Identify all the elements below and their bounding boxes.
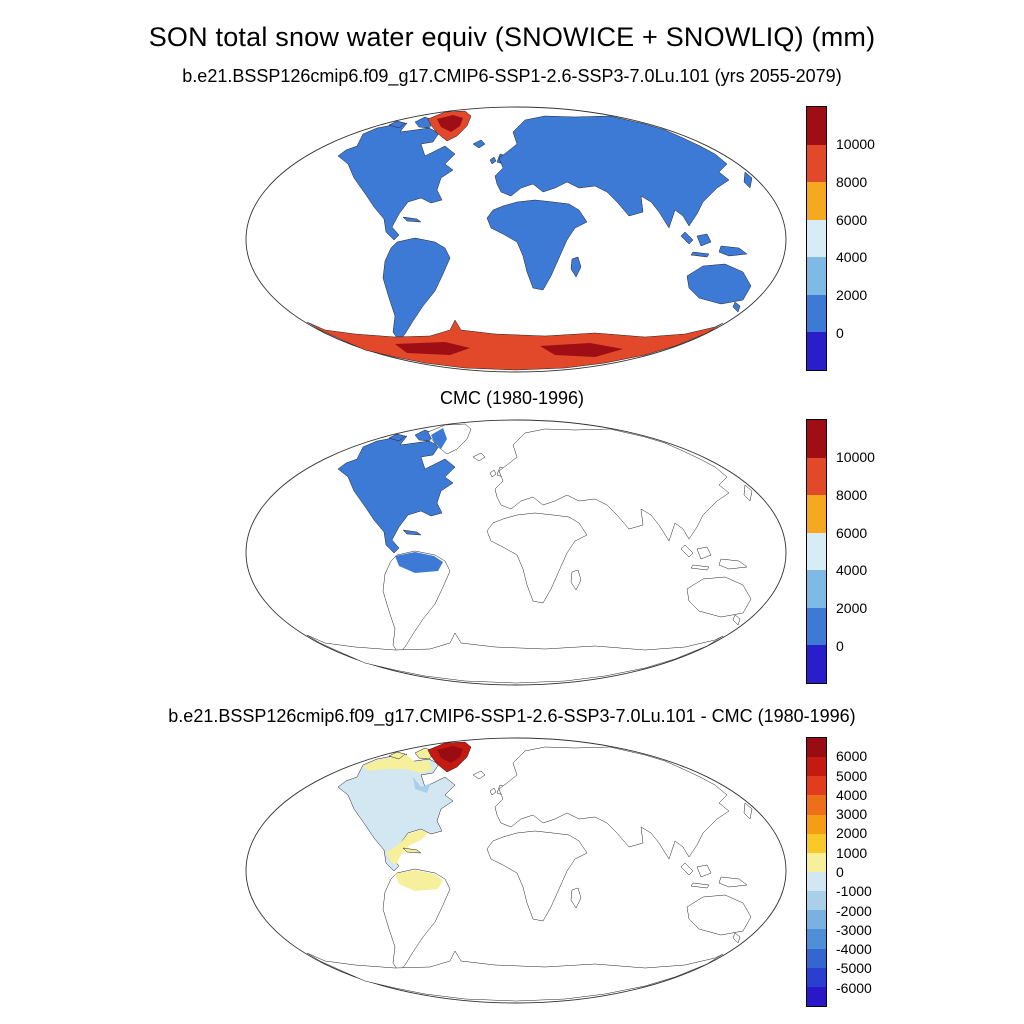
colorbar-segment [807,929,826,949]
colorbar-segment [807,257,826,295]
colorbar-segment [807,871,826,892]
colorbar-segment [807,457,826,496]
colorbar-segment [807,967,826,987]
colorbar-segment [807,814,826,834]
colorbar-tick-label: 10000 [836,135,875,152]
colorbar-tick-label: 4000 [836,562,868,579]
colorbar-segment [807,332,826,371]
colorbar-tick-label: 4000 [836,249,868,266]
colorbar-tick-label: 10000 [836,448,875,465]
colorbar-tick-label: -5000 [836,960,872,977]
colorbar-segment [807,645,826,684]
colorbar-tick-label: 2000 [836,600,868,617]
colorbar-segment [807,986,826,1006]
colorbar-tick-label: 0 [836,638,844,655]
colorbar-strip [806,106,827,371]
colorbar-tick-label: 2000 [836,825,868,842]
colorbar-segment [807,570,826,608]
colorbar-segment [807,738,826,758]
colorbar-tick-label: -1000 [836,883,872,900]
colorbar-tick-label: 6000 [836,524,868,541]
colorbar-strip [806,419,827,684]
colorbar-segment [807,757,826,777]
figure-title: SON total snow water equiv (SNOWICE + SN… [148,22,876,52]
colorbar-tick-label: 4000 [836,786,868,803]
colorbar-segment [807,182,826,220]
colorbar-tick-label: 6000 [836,748,868,765]
colorbar-cmc: 10000 8000 6000 4000 2000 0 [806,419,886,684]
colorbar-tick-label: 5000 [836,767,868,784]
colorbar-segment [807,294,826,333]
colorbar-tick-label: 0 [836,864,844,880]
colorbar-strip [806,737,827,1007]
colorbar-tick-label: -6000 [836,979,872,996]
colorbar-segment [807,910,826,930]
panel-title-difference: b.e21.BSSP126cmip6.f09_g17.CMIP6-SSP1-2.… [168,706,856,726]
colorbar-tick-label: 2000 [836,287,868,304]
panel-title-model: b.e21.BSSP126cmip6.f09_g17.CMIP6-SSP1-2.… [182,66,842,86]
colorbar-segment [807,833,826,853]
colorbar-tick-label: 3000 [836,806,868,823]
colorbar-segment [807,891,826,911]
colorbar-segment [807,607,826,646]
colorbar-model: 10000 8000 6000 4000 2000 0 [806,106,886,371]
colorbar-segment [807,948,826,968]
colorbar-segment [807,219,826,258]
colorbar-segment [807,852,826,872]
colorbar-tick-label: 8000 [836,486,868,503]
colorbar-tick-label: 6000 [836,211,868,228]
colorbar-segment [807,776,826,796]
world-map-model [245,106,787,373]
colorbar-segment [807,144,826,183]
colorbar-tick-label: 0 [836,325,844,342]
colorbar-segment [807,107,826,145]
colorbar-tick-label: 1000 [836,844,868,861]
colorbar-segment [807,532,826,571]
colorbar-segment [807,795,826,815]
colorbar-segment [807,420,826,458]
colorbar-tick-label: -3000 [836,921,872,938]
world-map-cmc [245,419,787,686]
colorbar-segment [807,495,826,533]
world-map-difference [245,737,787,1004]
colorbar-tick-label: -2000 [836,902,872,919]
panel-title-cmc: CMC (1980-1996) [439,388,585,408]
colorbar-tick-label: 8000 [836,173,868,190]
colorbar-tick-label: -4000 [836,941,872,958]
colorbar-difference: 6000 5000 4000 3000 2000 1000 0 -1000 -2000 -3000… [806,737,886,1007]
